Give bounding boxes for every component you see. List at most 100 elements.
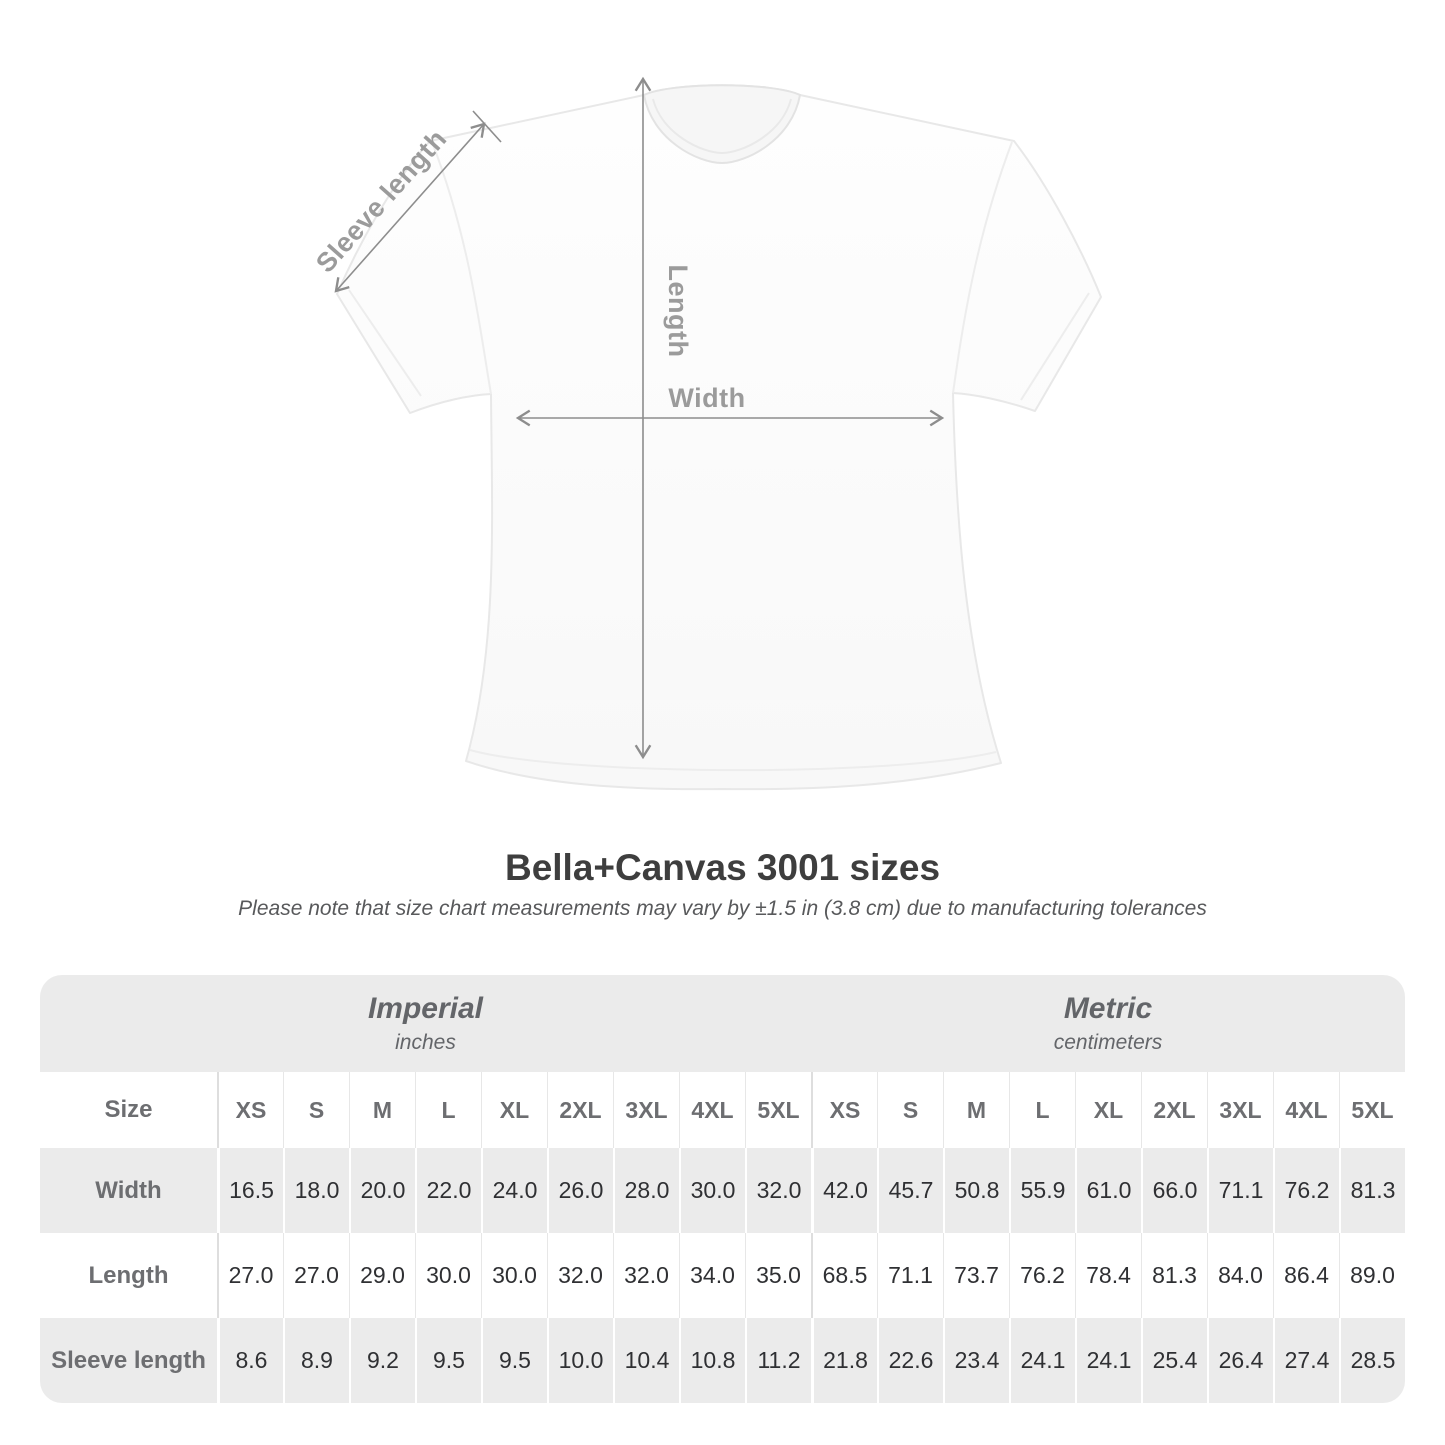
value-cell: 9.5 <box>415 1318 481 1403</box>
value-cell: 34.0 <box>679 1233 745 1318</box>
value-cell: 8.9 <box>283 1318 349 1403</box>
value-cell: 29.0 <box>349 1233 415 1318</box>
size-header-cell: 2XL <box>547 1072 613 1148</box>
value-cell: 24.1 <box>1075 1318 1141 1403</box>
length-label: Length <box>663 265 693 358</box>
size-header-cell: M <box>349 1072 415 1148</box>
width-label: Width <box>668 383 745 413</box>
size-header-cell: M <box>943 1072 1009 1148</box>
size-header-cell: 5XL <box>1339 1072 1405 1148</box>
table-row-sleeve-length: Sleeve length 8.6 8.9 9.2 9.5 9.5 10.0 10.4 10.8… <box>40 1318 1405 1403</box>
size-table-body: Width 16.5 18.0 20.0 22.0 24.0 26.0 28.0 30.0 32.… <box>40 1148 1405 1403</box>
value-cell: 42.0 <box>811 1148 877 1233</box>
size-header-cell: 3XL <box>1207 1072 1273 1148</box>
value-cell: 28.5 <box>1339 1318 1405 1403</box>
row-label: Width <box>95 1176 162 1204</box>
size-header-cell: XL <box>481 1072 547 1148</box>
value-cell: 55.9 <box>1009 1148 1075 1233</box>
value-cell: 16.5 <box>217 1148 283 1233</box>
value-cell: 28.0 <box>613 1148 679 1233</box>
row-label: Sleeve length <box>51 1346 206 1374</box>
value-cell: 86.4 <box>1273 1233 1339 1318</box>
value-cell: 11.2 <box>745 1318 811 1403</box>
value-cell: 81.3 <box>1339 1148 1405 1233</box>
value-cell: 22.6 <box>877 1318 943 1403</box>
tshirt-collar-rib <box>652 98 792 155</box>
value-cell: 9.2 <box>349 1318 415 1403</box>
value-cell: 10.0 <box>547 1318 613 1403</box>
value-cell: 61.0 <box>1075 1148 1141 1233</box>
value-cell: 66.0 <box>1141 1148 1207 1233</box>
size-header-cell: XL <box>1075 1072 1141 1148</box>
value-cell: 30.0 <box>679 1148 745 1233</box>
value-cell: 30.0 <box>481 1233 547 1318</box>
value-cell: 27.0 <box>283 1233 349 1318</box>
tshirt-outline <box>336 84 1102 791</box>
value-cell: 76.2 <box>1009 1233 1075 1318</box>
value-cell: 18.0 <box>283 1148 349 1233</box>
imperial-subtitle: inches <box>395 1031 456 1054</box>
value-cell: 32.0 <box>547 1233 613 1318</box>
sleeve-arrow-tick <box>472 110 502 143</box>
value-cell: 8.6 <box>217 1318 283 1403</box>
tshirt-diagram: Sleeve length Length Width <box>310 76 1102 791</box>
table-row-width: Width 16.5 18.0 20.0 22.0 24.0 26.0 28.0 30.0 32.… <box>40 1148 1405 1233</box>
size-header-cell: 4XL <box>1273 1072 1339 1148</box>
metric-title: Metric <box>1063 992 1153 1025</box>
value-cell: 24.1 <box>1009 1318 1075 1403</box>
value-cell: 84.0 <box>1207 1233 1273 1318</box>
metric-subtitle: centimeters <box>1053 1031 1163 1054</box>
size-header-row: Size XS S M L XL 2XL 3XL 4XL 5XL XS S M L XL 2XL 3XL 4XL 5… <box>40 1072 1405 1148</box>
unit-header-band: Imperial inches Metric centimeters <box>40 975 1405 1072</box>
value-cell: 30.0 <box>415 1233 481 1318</box>
value-cell: 71.1 <box>1207 1148 1273 1233</box>
value-cell: 76.2 <box>1273 1148 1339 1233</box>
page-title: Bella+Canvas 3001 sizes <box>504 847 941 888</box>
size-header-cell: L <box>1009 1072 1075 1148</box>
value-cell: 9.5 <box>481 1318 547 1403</box>
value-cell: 32.0 <box>613 1233 679 1318</box>
value-cell: 22.0 <box>415 1148 481 1233</box>
size-header-cell: 5XL <box>745 1072 811 1148</box>
table-row-length: Length 27.0 27.0 29.0 30.0 30.0 32.0 32.0 34.0 35… <box>40 1233 1405 1318</box>
value-cell: 73.7 <box>943 1233 1009 1318</box>
value-cell: 27.4 <box>1273 1318 1339 1403</box>
size-header-cell: 2XL <box>1141 1072 1207 1148</box>
value-cell: 21.8 <box>811 1318 877 1403</box>
value-cell: 23.4 <box>943 1318 1009 1403</box>
value-cell: 10.8 <box>679 1318 745 1403</box>
size-header-cell: XS <box>811 1072 877 1148</box>
size-table: Imperial inches Metric centimeters Size X… <box>40 975 1405 1403</box>
value-cell: 20.0 <box>349 1148 415 1233</box>
metric-header: Metric centimeters <box>811 975 1405 1072</box>
value-cell: 32.0 <box>745 1148 811 1233</box>
sleeve-length-arrow <box>334 122 486 293</box>
tshirt-collar <box>642 84 802 165</box>
size-header-cell: S <box>877 1072 943 1148</box>
size-header-cell: L <box>415 1072 481 1148</box>
value-cell: 78.4 <box>1075 1233 1141 1318</box>
size-column-header: Size <box>104 1096 153 1123</box>
size-header-cell: 3XL <box>613 1072 679 1148</box>
value-cell: 71.1 <box>877 1233 943 1318</box>
value-cell: 24.0 <box>481 1148 547 1233</box>
value-cell: 50.8 <box>943 1148 1009 1233</box>
value-cell: 45.7 <box>877 1148 943 1233</box>
value-cell: 81.3 <box>1141 1233 1207 1318</box>
size-header-cell: 4XL <box>679 1072 745 1148</box>
value-cell: 26.4 <box>1207 1318 1273 1403</box>
row-label: Length <box>88 1261 169 1289</box>
size-header-cell: S <box>283 1072 349 1148</box>
value-cell: 68.5 <box>811 1233 877 1318</box>
value-cell: 10.4 <box>613 1318 679 1403</box>
value-cell: 25.4 <box>1141 1318 1207 1403</box>
imperial-header: Imperial inches <box>40 975 811 1072</box>
value-cell: 26.0 <box>547 1148 613 1233</box>
imperial-title: Imperial <box>367 992 484 1025</box>
value-cell: 27.0 <box>217 1233 283 1318</box>
tolerance-note: Please note that size chart measurements… <box>238 897 1207 920</box>
value-cell: 89.0 <box>1339 1233 1405 1318</box>
size-header-cell: XS <box>217 1072 283 1148</box>
value-cell: 35.0 <box>745 1233 811 1318</box>
